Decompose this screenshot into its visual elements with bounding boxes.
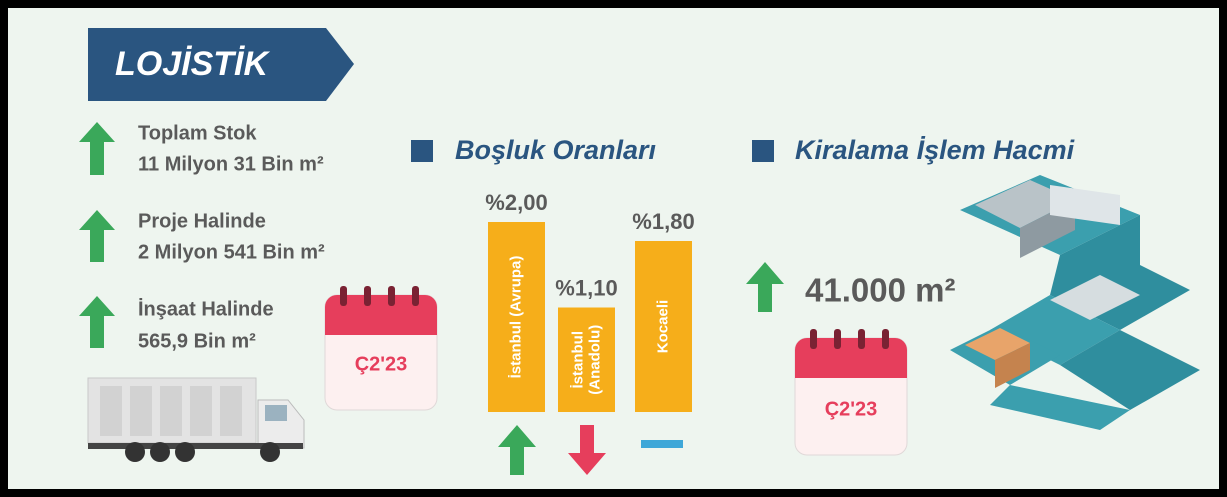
stat-label: Toplam Stok <box>138 122 257 144</box>
calendar <box>795 329 907 455</box>
stat-value: 565,9 Bin m² <box>138 330 256 352</box>
category-label: İstanbul(Anadolu) <box>569 325 603 395</box>
category-label: Kocaeli <box>654 300 671 353</box>
infographic: LOJİSTİK Toplam Stok 11 Milyon 31 Bin m²… <box>0 0 1227 497</box>
value-label: %2,00 <box>485 190 547 215</box>
leasing-value: 41.000 m² <box>805 272 955 309</box>
page-title: LOJİSTİK <box>115 45 270 83</box>
category-label: İstanbul (Avrupa) <box>507 256 524 379</box>
section-marker <box>752 140 774 162</box>
stat-value: 11 Milyon 31 Bin m² <box>138 153 324 175</box>
value-label: %1,10 <box>555 275 617 300</box>
trend-flat <box>641 440 683 448</box>
stat-value: 2 Milyon 541 Bin m² <box>138 241 325 263</box>
section-marker <box>411 140 433 162</box>
section-title: Kiralama İşlem Hacmi <box>795 135 1075 165</box>
stat-label: Proje Halinde <box>138 210 266 232</box>
chart-title: Boşluk Oranları <box>455 135 656 165</box>
value-label: %1,80 <box>632 209 694 234</box>
stat-label: İnşaat Halinde <box>138 297 274 320</box>
period-label: Ç2'23 <box>355 353 408 375</box>
period-label: Ç2'23 <box>825 398 878 420</box>
calendar <box>325 286 437 410</box>
